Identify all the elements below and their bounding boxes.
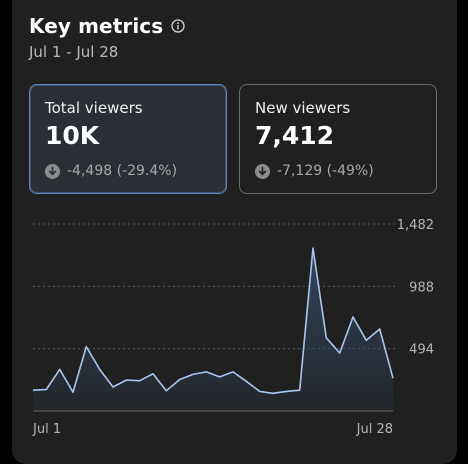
data-point — [232, 371, 234, 373]
data-point — [365, 339, 367, 341]
metric-label: Total viewers — [45, 99, 143, 117]
metric-change-text: -7,129 (-49%) — [277, 163, 374, 179]
data-point — [285, 390, 287, 392]
data-point — [352, 316, 354, 318]
data-point — [219, 376, 221, 378]
arrow-down-circle-icon — [45, 163, 60, 179]
metric-value: 10K — [45, 121, 100, 150]
metric-label: New viewers — [255, 99, 351, 117]
y-tick-label: 494 — [409, 343, 434, 358]
data-point — [379, 328, 381, 330]
viewers-chart: 494 988 1,482 Jul 1 Jul 28 — [32, 218, 434, 437]
data-point — [299, 389, 301, 391]
metric-change: -7,129 (-49%) — [255, 163, 374, 179]
arrow-down-circle-icon — [255, 163, 270, 179]
info-icon[interactable] — [171, 19, 185, 33]
metric-value: 7,412 — [255, 121, 335, 150]
data-point — [72, 391, 74, 393]
key-metrics-card: Key metrics Jul 1 - Jul 28 Total viewers… — [12, 0, 457, 464]
data-point — [245, 380, 247, 382]
x-tick-label: Jul 28 — [356, 422, 393, 437]
series-area — [33, 248, 393, 411]
data-point — [179, 378, 181, 380]
y-tick-label: 1,482 — [397, 218, 434, 233]
data-point — [392, 377, 394, 379]
y-tick-label: 988 — [409, 280, 434, 295]
data-point — [85, 345, 87, 347]
data-point — [152, 373, 154, 375]
date-range: Jul 1 - Jul 28 — [29, 43, 119, 61]
series-line — [32, 247, 394, 395]
data-point — [272, 392, 274, 394]
data-point — [205, 371, 207, 373]
x-tick-label: Jul 1 — [32, 422, 61, 437]
data-point — [312, 247, 314, 249]
data-point — [165, 390, 167, 392]
data-point — [192, 373, 194, 375]
metric-tile-new-viewers[interactable]: New viewers 7,412 -7,129 (-49%) — [239, 84, 437, 194]
data-point — [112, 386, 114, 388]
data-point — [339, 352, 341, 354]
data-point — [45, 388, 47, 390]
card-title: Key metrics — [29, 14, 164, 38]
metric-change-text: -4,498 (-29.4%) — [67, 163, 178, 179]
data-point — [259, 390, 261, 392]
data-point — [32, 389, 34, 391]
data-point — [125, 379, 127, 381]
data-point — [99, 368, 101, 370]
data-point — [325, 337, 327, 339]
metric-tile-total-viewers[interactable]: Total viewers 10K -4,498 (-29.4%) — [29, 84, 227, 194]
metric-change: -4,498 (-29.4%) — [45, 163, 177, 179]
data-point — [59, 368, 61, 370]
data-point — [139, 380, 141, 382]
card-header: Key metrics — [29, 14, 185, 38]
